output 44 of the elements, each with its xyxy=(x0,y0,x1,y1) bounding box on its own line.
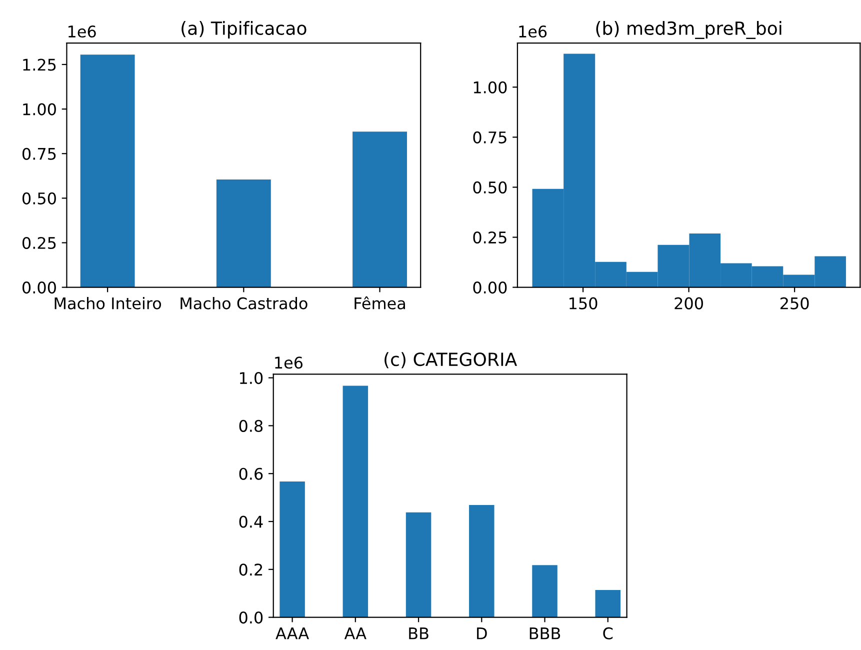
y-tick-label: 1.0 xyxy=(240,372,263,384)
bar xyxy=(595,590,620,618)
y-tick-label: 0.0 xyxy=(239,612,263,624)
y-tick-label: 0.4 xyxy=(239,516,263,528)
y-tick-label: 0.00 xyxy=(473,282,507,294)
chart-title: (c) CATEGORIA xyxy=(384,352,518,368)
bar xyxy=(342,386,368,618)
bar xyxy=(216,179,271,288)
y-tick-label: 0.8 xyxy=(239,420,263,432)
x-tick-label: AA xyxy=(344,628,366,640)
y-tick-label: 0.25 xyxy=(473,231,506,244)
bar xyxy=(469,504,494,618)
y-tick-label: 1.00 xyxy=(474,81,507,94)
x-tick-label: Macho Castrado xyxy=(180,297,308,310)
text: 1e6 xyxy=(68,25,96,38)
y-tick-label: 0.50 xyxy=(473,181,507,194)
y-tick-label: 1.00 xyxy=(23,103,56,116)
x-tick-label: 150 xyxy=(570,297,598,310)
x-tick-label: D xyxy=(477,628,487,640)
y-tick-label: 0.00 xyxy=(22,282,56,294)
y-tick-label: 0.75 xyxy=(473,131,506,144)
x-tick-label: BB xyxy=(409,628,428,640)
x-tick-label: 200 xyxy=(674,297,703,310)
y-tick-label: 0.75 xyxy=(22,148,56,160)
text: 1e6 xyxy=(275,356,303,369)
x-tick-label: 250 xyxy=(780,297,809,310)
y-tick-label: 1.25 xyxy=(23,58,56,71)
text: 1e6 xyxy=(519,25,547,38)
x-tick-label: C xyxy=(603,627,613,640)
y-tick-label: 0.6 xyxy=(239,468,263,480)
bar xyxy=(406,512,432,618)
bar xyxy=(532,565,558,618)
y-tick-label: 0.2 xyxy=(239,564,262,576)
x-tick-label: Macho Inteiro xyxy=(54,297,162,310)
y-tick-label: 0.50 xyxy=(22,192,56,204)
x-tick-label: Fêmea xyxy=(354,296,405,310)
bar xyxy=(80,54,135,288)
y-tick-label: 0.25 xyxy=(22,236,56,250)
x-tick-label: BBB xyxy=(530,628,560,640)
chart-title: (b) med3m_preR_boi xyxy=(596,21,782,40)
bar xyxy=(280,482,305,618)
bar xyxy=(352,132,407,288)
chart-title: (a) Tipificacao xyxy=(182,21,306,39)
x-tick-label: AAA xyxy=(276,628,309,640)
